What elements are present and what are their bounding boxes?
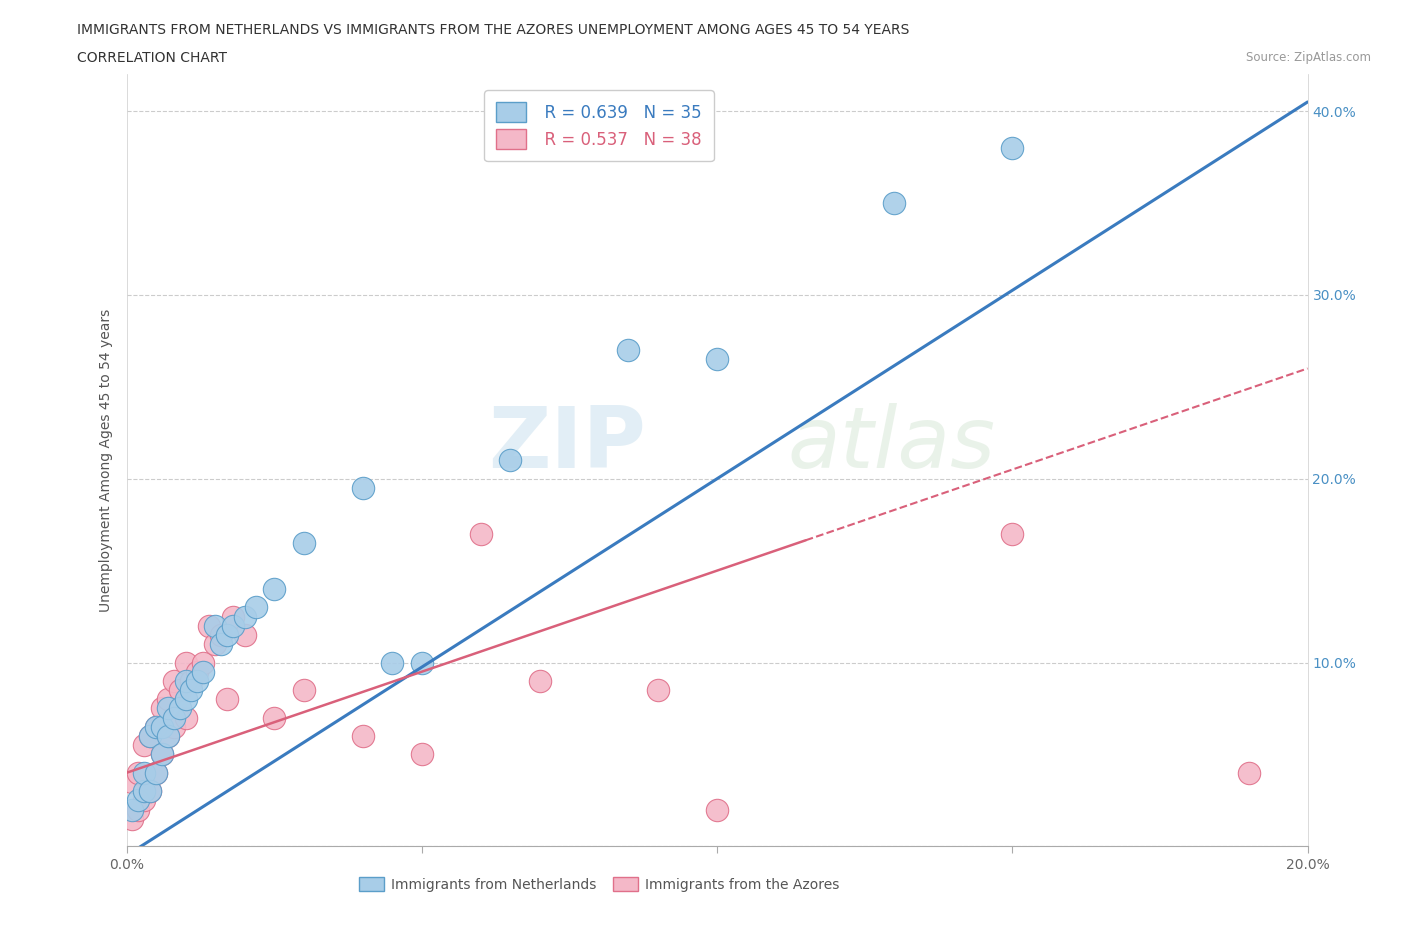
Point	[174, 711, 197, 725]
Point	[263, 581, 285, 596]
Point	[411, 747, 433, 762]
Point	[169, 683, 191, 698]
Point	[127, 765, 149, 780]
Point	[127, 793, 149, 808]
Point	[139, 728, 162, 743]
Point	[150, 747, 173, 762]
Point	[163, 720, 186, 735]
Point	[352, 728, 374, 743]
Point	[121, 811, 143, 826]
Point	[174, 692, 197, 707]
Point	[198, 618, 221, 633]
Text: ZIP: ZIP	[488, 404, 647, 486]
Point	[706, 352, 728, 366]
Point	[470, 526, 492, 541]
Point	[145, 765, 167, 780]
Point	[222, 618, 245, 633]
Point	[169, 701, 191, 716]
Point	[204, 618, 226, 633]
Point	[245, 600, 267, 615]
Point	[204, 637, 226, 652]
Point	[292, 683, 315, 698]
Point	[156, 728, 179, 743]
Point	[139, 784, 162, 799]
Text: IMMIGRANTS FROM NETHERLANDS VS IMMIGRANTS FROM THE AZORES UNEMPLOYMENT AMONG AGE: IMMIGRANTS FROM NETHERLANDS VS IMMIGRANT…	[77, 23, 910, 37]
Point	[381, 655, 404, 670]
Point	[706, 802, 728, 817]
Text: Source: ZipAtlas.com: Source: ZipAtlas.com	[1246, 51, 1371, 64]
Point	[1237, 765, 1260, 780]
Point	[233, 609, 256, 624]
Point	[180, 683, 202, 698]
Text: CORRELATION CHART: CORRELATION CHART	[77, 51, 228, 65]
Point	[617, 342, 640, 357]
Point	[529, 673, 551, 688]
Y-axis label: Unemployment Among Ages 45 to 54 years: Unemployment Among Ages 45 to 54 years	[98, 309, 112, 612]
Point	[139, 728, 162, 743]
Point	[139, 784, 162, 799]
Point	[121, 775, 143, 790]
Point	[222, 609, 245, 624]
Point	[209, 628, 232, 643]
Point	[150, 747, 173, 762]
Point	[411, 655, 433, 670]
Point	[1001, 526, 1024, 541]
Point	[150, 720, 173, 735]
Point	[292, 536, 315, 551]
Point	[180, 673, 202, 688]
Point	[163, 711, 186, 725]
Point	[193, 664, 215, 679]
Point	[883, 195, 905, 210]
Point	[150, 701, 173, 716]
Point	[145, 765, 167, 780]
Point	[499, 453, 522, 468]
Point	[127, 802, 149, 817]
Point	[156, 701, 179, 716]
Point	[215, 692, 238, 707]
Point	[145, 720, 167, 735]
Point	[186, 664, 208, 679]
Legend: Immigrants from Netherlands, Immigrants from the Azores: Immigrants from Netherlands, Immigrants …	[353, 871, 845, 897]
Point	[352, 481, 374, 496]
Point	[1001, 140, 1024, 155]
Point	[233, 628, 256, 643]
Point	[134, 737, 156, 752]
Point	[156, 692, 179, 707]
Point	[209, 637, 232, 652]
Point	[145, 720, 167, 735]
Point	[163, 673, 186, 688]
Point	[134, 793, 156, 808]
Point	[263, 711, 285, 725]
Point	[647, 683, 669, 698]
Text: atlas: atlas	[787, 404, 995, 486]
Point	[215, 628, 238, 643]
Point	[174, 673, 197, 688]
Point	[134, 784, 156, 799]
Point	[193, 655, 215, 670]
Point	[134, 765, 156, 780]
Point	[174, 655, 197, 670]
Point	[186, 673, 208, 688]
Point	[121, 802, 143, 817]
Point	[156, 728, 179, 743]
